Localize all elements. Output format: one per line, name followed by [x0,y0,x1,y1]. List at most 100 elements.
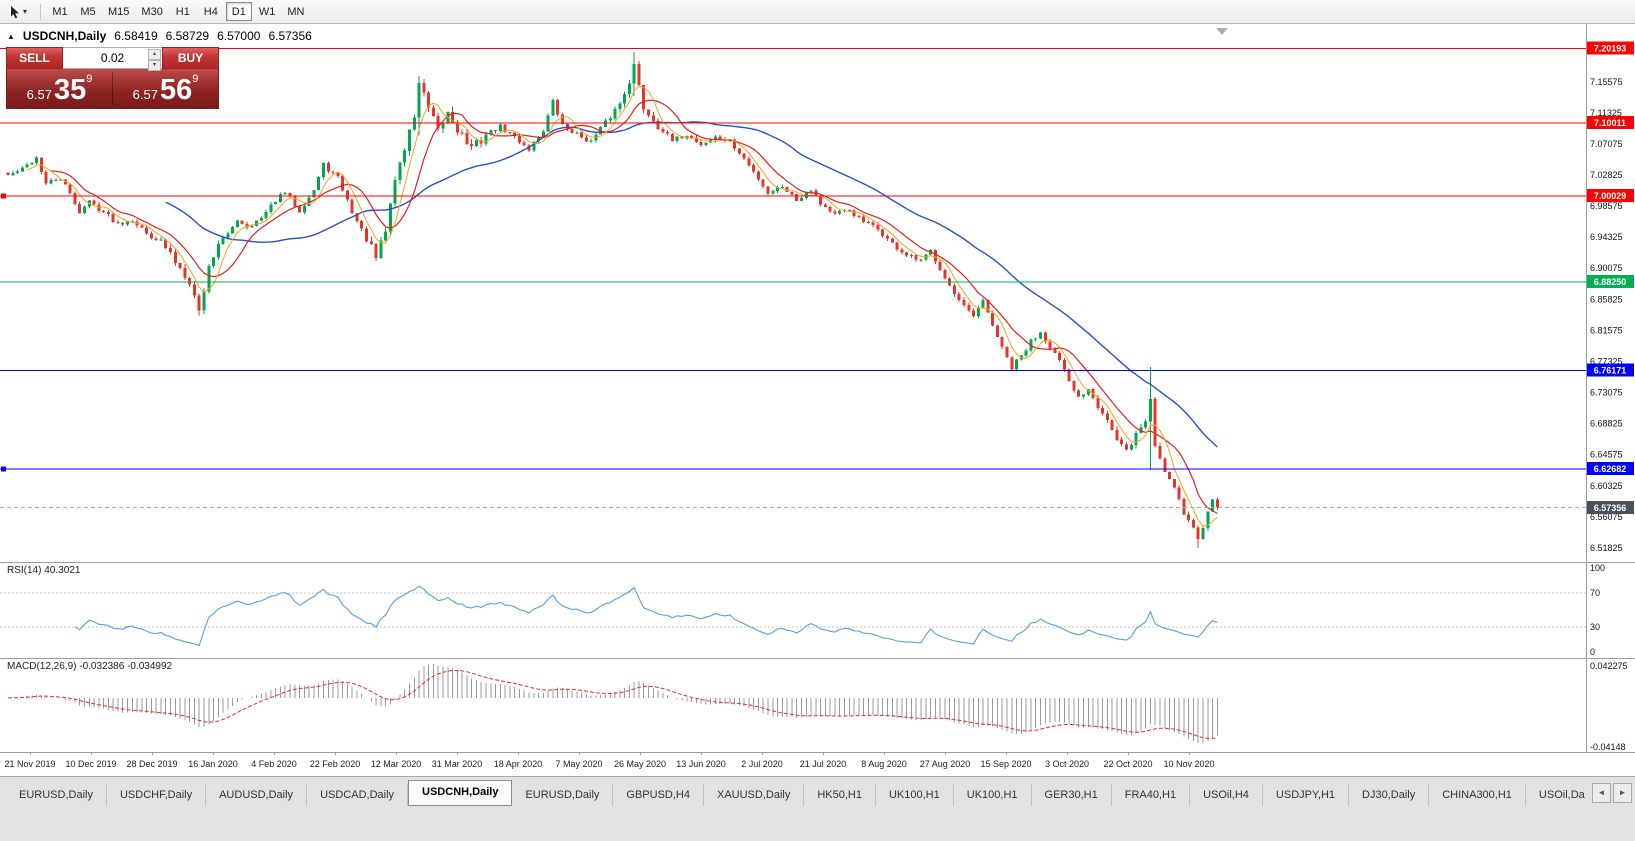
caret-down-icon: ▾ [23,7,28,16]
svg-text:0: 0 [1590,647,1595,657]
svg-text:4 Feb 2020: 4 Feb 2020 [251,759,297,769]
chart-tab-bar: EURUSD,Daily USDCHF,Daily AUDUSD,Daily USDC… [0,776,1635,841]
timeframe-button-m30[interactable]: M30 [136,2,167,21]
svg-text:100: 100 [1590,563,1605,573]
sell-price-pips: 35 [53,74,87,106]
svg-text:21 Nov 2019: 21 Nov 2019 [4,759,55,769]
svg-text:-0.04148: -0.04148 [1590,742,1626,752]
svg-text:3 Oct 2020: 3 Oct 2020 [1045,759,1089,769]
svg-text:7.11325: 7.11325 [1590,108,1622,118]
svg-text:2 Jul 2020: 2 Jul 2020 [741,759,783,769]
toolbar-separator [40,3,42,20]
chart-title: ▲ USDCNH,Daily 6.58419 6.58729 6.57000 6… [7,29,312,43]
sell-price-display[interactable]: 6.57 35 9 [7,69,112,108]
tabs-scroll-left-button[interactable]: ◄ [1592,783,1611,803]
chart-shift-marker-icon[interactable] [1216,28,1228,35]
ma-10-line [50,99,1218,515]
chart-tab-hk50-h1[interactable]: HK50,H1 [804,784,876,806]
chart-tab-usoil-h4[interactable]: USOil,H4 [1190,784,1263,806]
buy-price-prefix: 6.57 [132,87,158,102]
chart-tab-usdjpy-h1[interactable]: USDJPY,H1 [1263,784,1350,806]
chart-tab-audusd-daily[interactable]: AUDUSD,Daily [206,784,308,806]
svg-text:6.73075: 6.73075 [1590,388,1623,398]
svg-text:6.68825: 6.68825 [1590,419,1623,429]
timeframe-button-w1[interactable]: W1 [254,2,281,21]
volume-up-button[interactable]: ▴ [148,49,161,60]
svg-text:6.77325: 6.77325 [1590,357,1623,367]
chart-tab-usoil-da[interactable]: USOil,Da [1526,784,1593,806]
rsi-indicator-label: RSI(14) 40.3021 [7,565,81,576]
collapse-panel-arrow-icon[interactable]: ▲ [7,32,15,41]
svg-text:6.81575: 6.81575 [1590,325,1623,335]
ohlc-low: 6.57000 [217,29,261,43]
svg-text:6.60325: 6.60325 [1590,481,1623,491]
volume-input[interactable]: 0.02 ▴ ▾ [63,47,162,71]
chart-tab-uk100-h1[interactable]: UK100,H1 [954,784,1032,806]
timeframe-button-d1[interactable]: D1 [225,2,252,21]
rsi-line [74,585,1218,647]
chart-tab-fra40-h1[interactable]: FRA40,H1 [1112,784,1191,806]
svg-text:6.51825: 6.51825 [1590,543,1623,553]
buy-price-pips: 56 [159,74,193,106]
timeframe-button-m15[interactable]: M15 [103,2,134,21]
volume-value: 0.02 [100,51,125,65]
timeframe-button-h1[interactable]: H1 [170,2,196,21]
timeframe-button-m5[interactable]: M5 [75,2,101,21]
svg-text:6.57356: 6.57356 [1594,503,1627,513]
chart-tab-xauusd-daily[interactable]: XAUUSD,Daily [704,784,805,806]
svg-text:6.56075: 6.56075 [1590,512,1623,522]
volume-down-button[interactable]: ▾ [148,60,161,71]
chart-tab-usdchf-daily[interactable]: USDCHF,Daily [107,784,207,806]
cursor-icon [11,5,19,18]
svg-text:8 Aug 2020: 8 Aug 2020 [861,759,907,769]
svg-text:21 Jul 2020: 21 Jul 2020 [800,759,847,769]
svg-text:22 Feb 2020: 22 Feb 2020 [310,759,361,769]
chart-symbol-label: USDCNH,Daily [22,29,107,43]
macd-indicator-label: MACD(12,26,9) -0.032386 -0.034992 [7,661,173,672]
timeframe-button-h4[interactable]: H4 [198,2,224,21]
macd-signal-line [7,670,1218,739]
svg-text:6.90075: 6.90075 [1590,263,1623,273]
chart-tab-usdcad-daily[interactable]: USDCAD,Daily [307,784,409,806]
buy-button[interactable]: BUY [162,47,219,69]
buy-price-display[interactable]: 6.57 56 9 [113,69,218,108]
svg-text:6.76171: 6.76171 [1594,365,1627,375]
timeframe-button-m1[interactable]: M1 [47,2,73,21]
chart-tab-china300-h1[interactable]: CHINA300,H1 [1429,784,1526,806]
volume-spinner: ▴ ▾ [148,49,161,71]
svg-text:7.00029: 7.00029 [1594,191,1627,201]
tabs-scroll-right-button[interactable]: ► [1613,783,1632,803]
svg-text:7.10011: 7.10011 [1594,118,1626,128]
sell-price-prefix: 6.57 [26,87,52,102]
sell-price-point: 9 [86,73,93,85]
sell-button[interactable]: SELL [6,47,63,69]
ohlc-open: 6.58419 [114,29,158,43]
chart-tab-eurusd-daily[interactable]: EURUSD,Daily [6,784,107,806]
price-chart[interactable]: 7.15575 7.11325 7.07075 7.02825 6.98575 6.943… [0,24,1635,776]
svg-text:26 May 2020: 26 May 2020 [614,759,666,769]
chart-tab-usdcnh-daily[interactable]: USDCNH,Daily [408,780,513,806]
chart-tab-dj30-daily[interactable]: DJ30,Daily [1349,784,1430,806]
svg-text:7.20193: 7.20193 [1594,44,1627,54]
timeframe-group: M1 M5 M15 M30 H1 H4 D1 W1 MN [46,2,310,21]
price-tag [1587,189,1634,202]
cursor-tool-button[interactable]: ▾ [5,4,31,20]
ohlc-high: 6.58729 [165,29,210,43]
svg-text:70: 70 [1590,588,1600,598]
timeframe-button-mn[interactable]: MN [282,2,309,21]
price-divider [112,72,113,105]
ohlc-close: 6.57356 [268,29,312,43]
svg-text:22 Oct 2020: 22 Oct 2020 [1103,759,1152,769]
chart-tab-uk100-h1[interactable]: UK100,H1 [876,784,954,806]
chart-tabs: EURUSD,Daily USDCHF,Daily AUDUSD,Daily USDC… [6,780,1593,806]
svg-text:18 Apr 2020: 18 Apr 2020 [494,759,543,769]
price-tag [1587,275,1634,289]
svg-text:12 Mar 2020: 12 Mar 2020 [371,759,422,769]
svg-text:7 May 2020: 7 May 2020 [555,759,602,769]
buy-price-point: 9 [192,73,199,85]
chart-tab-eurusd-daily[interactable]: EURUSD,Daily [512,784,614,806]
macd-histogram [12,664,1218,744]
one-click-trading-panel: SELL 0.02 ▴ ▾ BUY 6.57 35 9 6.57 56 9 [6,47,219,109]
chart-tab-ger30-h1[interactable]: GER30,H1 [1032,784,1112,806]
chart-tab-gbpusd-h4[interactable]: GBPUSD,H4 [613,784,704,806]
